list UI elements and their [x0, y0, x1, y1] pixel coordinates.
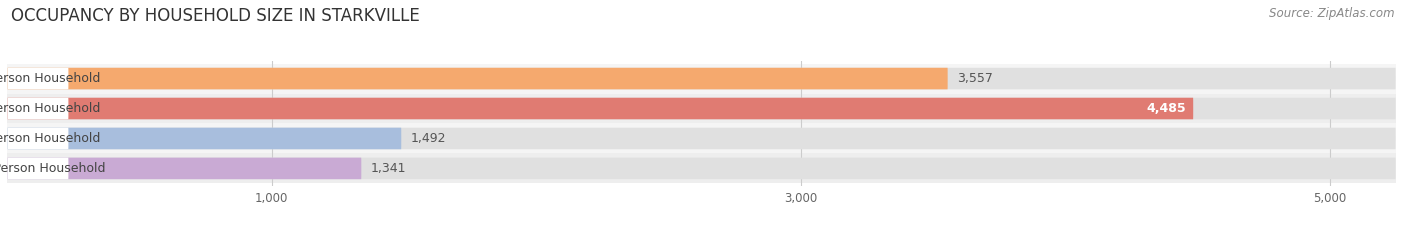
FancyBboxPatch shape	[7, 158, 1396, 179]
Text: 2-Person Household: 2-Person Household	[0, 102, 100, 115]
Bar	[7, 93, 1396, 123]
Text: 4+ Person Household: 4+ Person Household	[0, 162, 105, 175]
FancyBboxPatch shape	[7, 68, 1396, 89]
FancyBboxPatch shape	[7, 68, 948, 89]
Text: OCCUPANCY BY HOUSEHOLD SIZE IN STARKVILLE: OCCUPANCY BY HOUSEHOLD SIZE IN STARKVILL…	[11, 7, 420, 25]
Bar	[7, 123, 1396, 154]
FancyBboxPatch shape	[7, 98, 1194, 119]
FancyBboxPatch shape	[7, 98, 69, 119]
FancyBboxPatch shape	[7, 158, 361, 179]
FancyBboxPatch shape	[7, 128, 69, 149]
Text: 1-Person Household: 1-Person Household	[0, 72, 100, 85]
Bar	[7, 64, 1396, 93]
Bar	[7, 154, 1396, 183]
FancyBboxPatch shape	[7, 68, 69, 89]
Text: 1,492: 1,492	[411, 132, 447, 145]
Text: 1,341: 1,341	[371, 162, 406, 175]
Text: 3,557: 3,557	[957, 72, 993, 85]
Text: 4,485: 4,485	[1146, 102, 1185, 115]
FancyBboxPatch shape	[7, 128, 1396, 149]
Text: 3-Person Household: 3-Person Household	[0, 132, 100, 145]
FancyBboxPatch shape	[7, 128, 401, 149]
Text: Source: ZipAtlas.com: Source: ZipAtlas.com	[1270, 7, 1395, 20]
FancyBboxPatch shape	[7, 98, 1396, 119]
FancyBboxPatch shape	[7, 158, 69, 179]
